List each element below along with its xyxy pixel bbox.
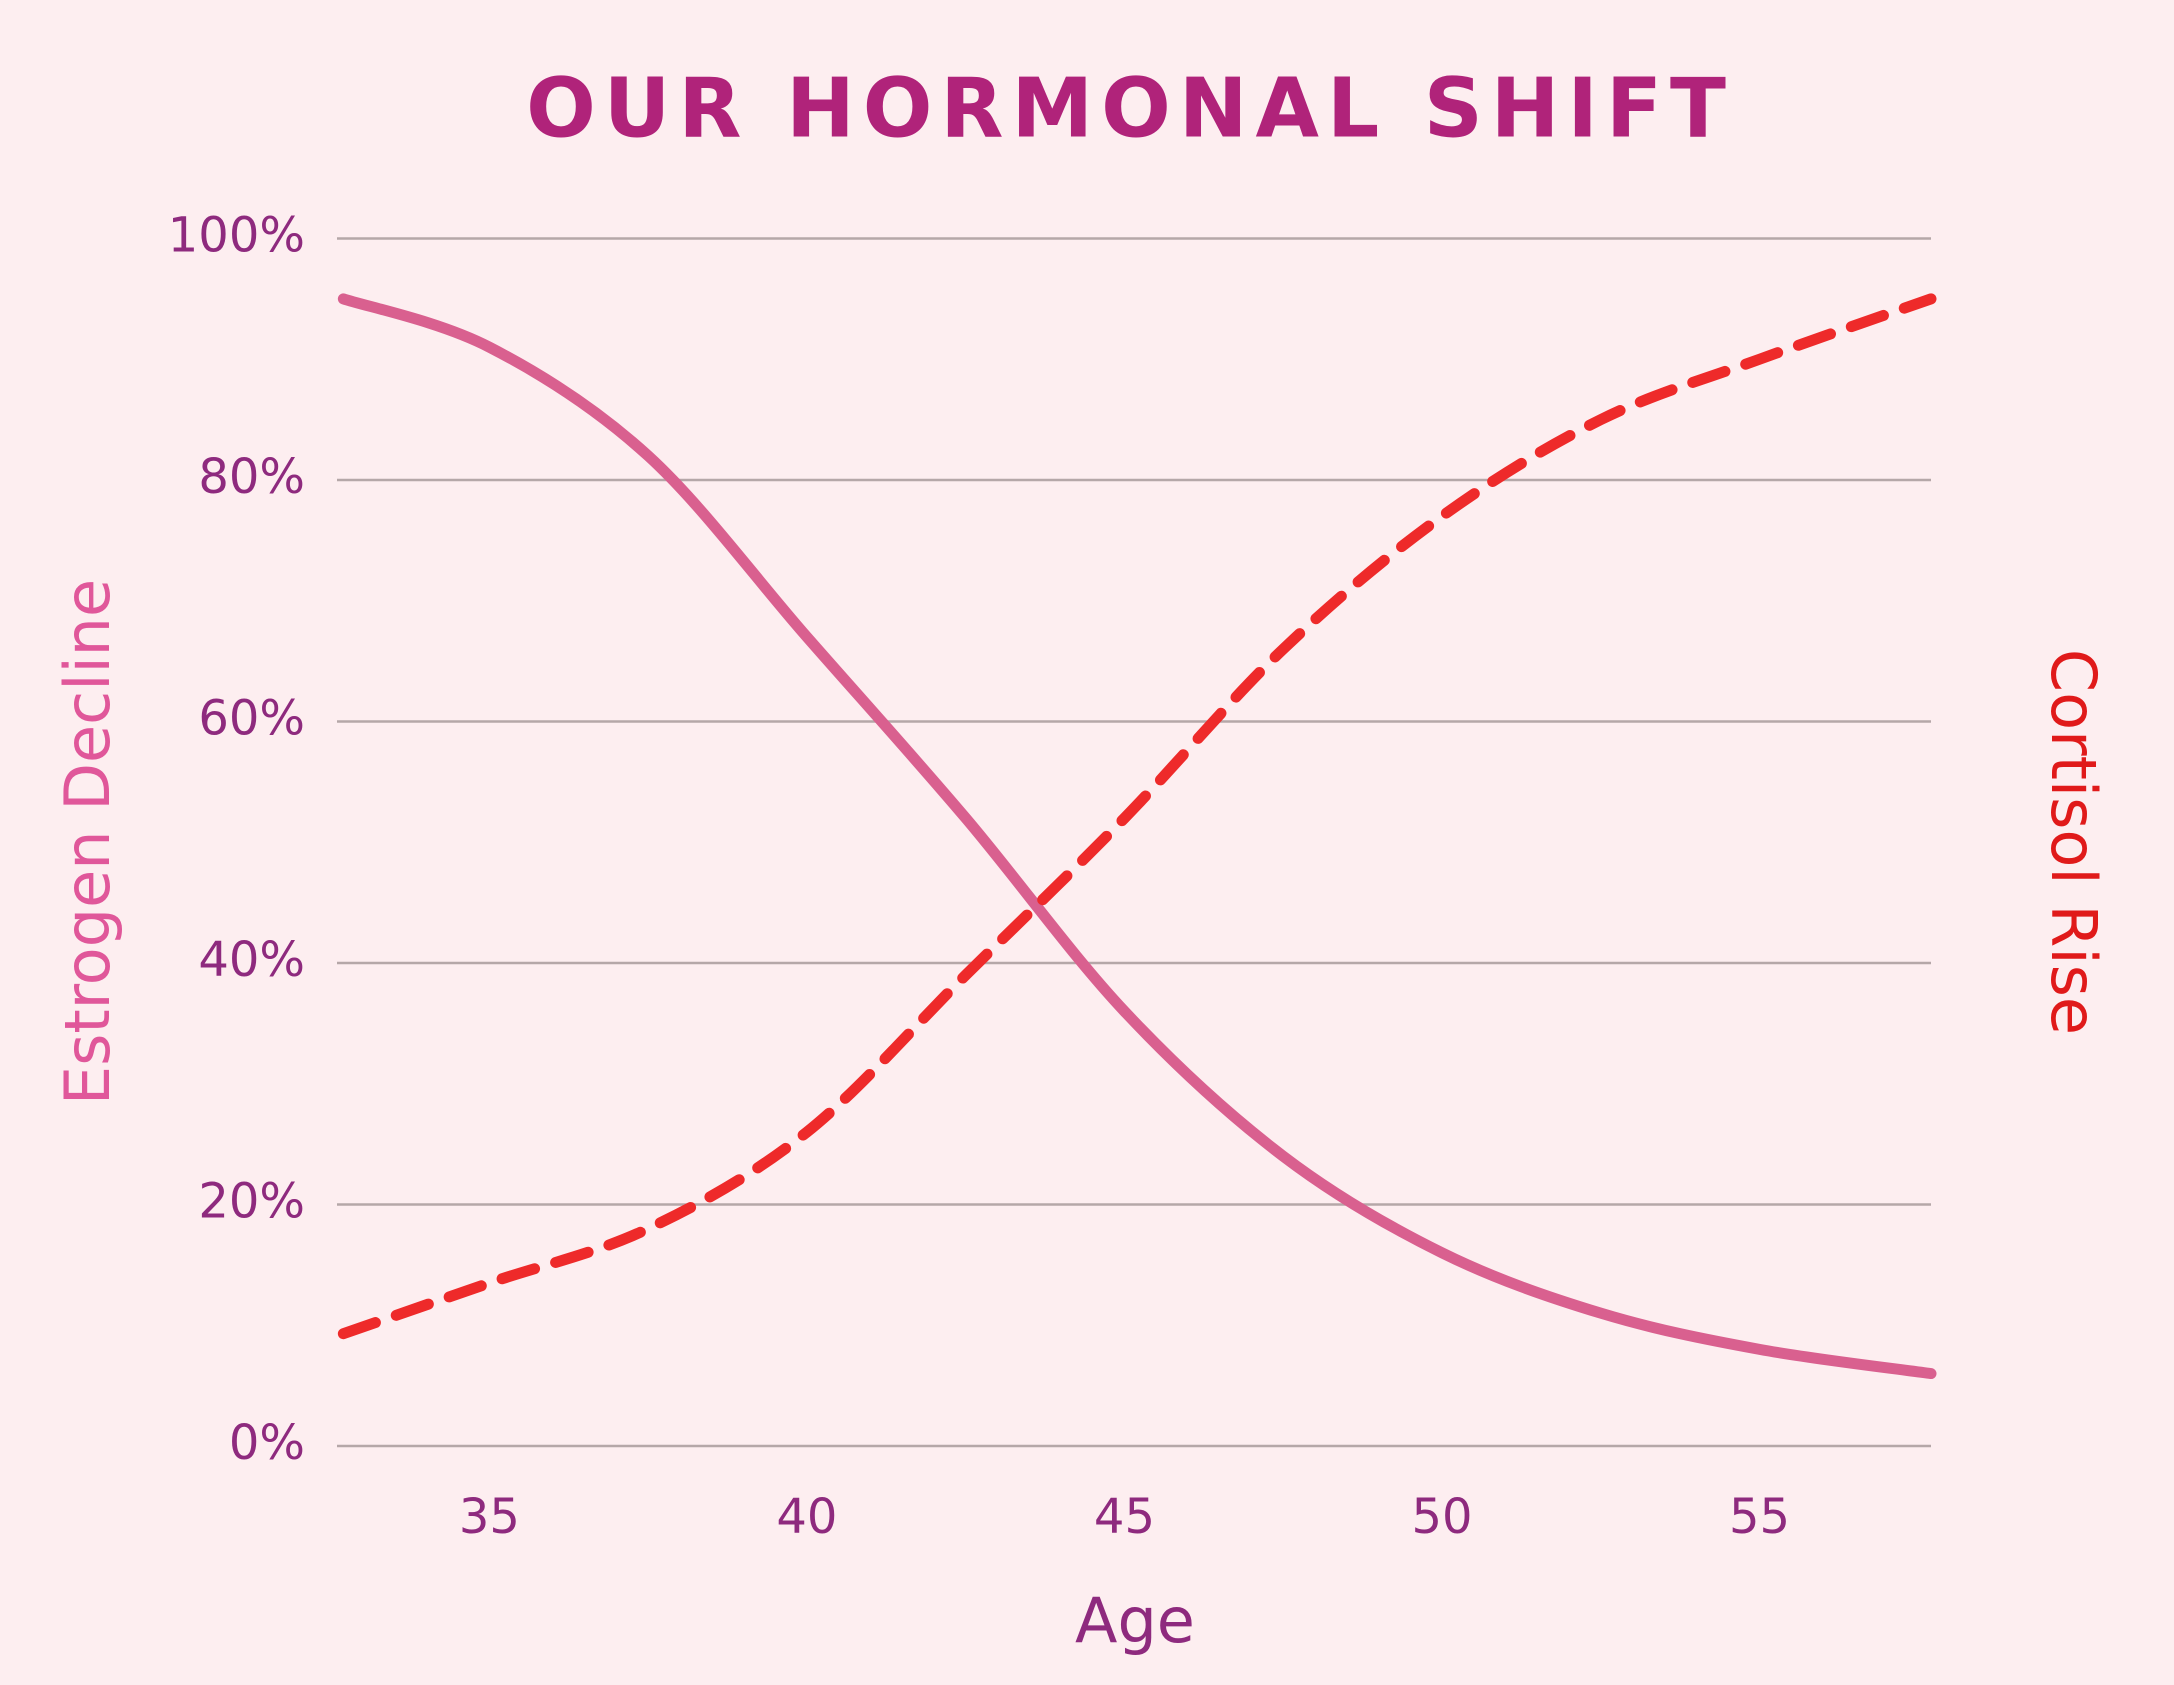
x-tick-label: 55 bbox=[1729, 1489, 1790, 1545]
y-tick-label: 100% bbox=[168, 208, 305, 264]
chart-title: OUR HORMONAL SHIFT bbox=[526, 61, 1734, 156]
series-line bbox=[337, 293, 1937, 1340]
x-tick-label: 35 bbox=[459, 1489, 520, 1545]
series-label: Cortisol Rise bbox=[2037, 649, 2110, 1035]
x-tick-label: 40 bbox=[776, 1489, 837, 1545]
series-line bbox=[337, 293, 1937, 1380]
y-tick-label: 20% bbox=[198, 1174, 305, 1230]
series-label: Estrogen Decline bbox=[51, 579, 124, 1105]
x-tick-label: 50 bbox=[1411, 1489, 1472, 1545]
y-tick-label: 80% bbox=[198, 449, 305, 505]
y-tick-label: 40% bbox=[198, 932, 305, 988]
x-tick-label: 45 bbox=[1094, 1489, 1155, 1545]
x-axis-label: Age bbox=[1075, 1584, 1195, 1657]
y-tick-label: 0% bbox=[229, 1415, 305, 1471]
y-tick-label: 60% bbox=[198, 691, 305, 747]
